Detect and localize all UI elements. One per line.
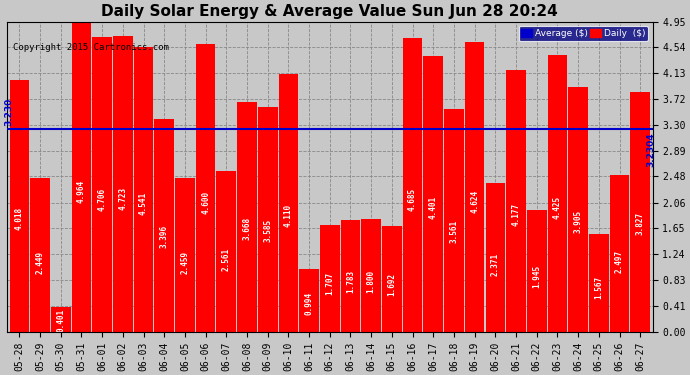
Text: 2.561: 2.561 <box>221 248 231 271</box>
Bar <box>155 119 174 332</box>
Text: 3.585: 3.585 <box>263 219 272 242</box>
Text: 4.541: 4.541 <box>139 192 148 215</box>
Bar <box>382 226 402 332</box>
Text: Copyright 2015 Cartronics.com: Copyright 2015 Cartronics.com <box>13 44 169 52</box>
Text: 3.396: 3.396 <box>159 225 169 248</box>
Legend: Average ($), Daily  ($): Average ($), Daily ($) <box>518 26 648 40</box>
Text: 4.177: 4.177 <box>511 202 520 226</box>
Bar <box>175 178 195 332</box>
Text: 2.497: 2.497 <box>615 250 624 273</box>
Text: 4.018: 4.018 <box>15 207 24 230</box>
Bar <box>569 87 588 332</box>
Text: 0.401: 0.401 <box>57 309 66 332</box>
Bar <box>362 219 381 332</box>
Text: 4.110: 4.110 <box>284 204 293 228</box>
Text: 4.624: 4.624 <box>470 190 479 213</box>
Bar <box>548 55 567 332</box>
Text: 3.561: 3.561 <box>449 220 458 243</box>
Text: 2.371: 2.371 <box>491 254 500 276</box>
Bar <box>465 42 484 332</box>
Bar <box>237 102 257 332</box>
Bar <box>217 171 236 332</box>
Text: 3.230: 3.230 <box>5 98 14 126</box>
Text: 2.449: 2.449 <box>36 251 45 274</box>
Bar <box>631 92 650 332</box>
Bar <box>403 38 422 332</box>
Text: 4.401: 4.401 <box>428 196 437 219</box>
Bar <box>486 183 505 332</box>
Text: 1.707: 1.707 <box>325 272 334 295</box>
Bar <box>134 47 153 332</box>
Text: 1.567: 1.567 <box>594 276 603 299</box>
Text: 4.425: 4.425 <box>553 195 562 219</box>
Title: Daily Solar Energy & Average Value Sun Jun 28 20:24: Daily Solar Energy & Average Value Sun J… <box>101 4 558 19</box>
Bar <box>92 37 112 332</box>
Text: 1.800: 1.800 <box>366 270 375 292</box>
Bar <box>51 307 70 332</box>
Bar <box>320 225 339 332</box>
Text: 4.723: 4.723 <box>119 187 128 210</box>
Text: 3.2304: 3.2304 <box>646 133 655 167</box>
Text: 4.964: 4.964 <box>77 180 86 203</box>
Text: 1.783: 1.783 <box>346 270 355 293</box>
Bar <box>506 70 526 332</box>
Bar <box>589 234 609 332</box>
Text: 3.827: 3.827 <box>635 212 644 236</box>
Text: 3.668: 3.668 <box>242 217 252 240</box>
Bar <box>279 74 298 332</box>
Bar <box>10 80 29 332</box>
Bar <box>299 270 319 332</box>
Bar <box>610 176 629 332</box>
Text: 2.459: 2.459 <box>180 251 190 274</box>
Text: 4.706: 4.706 <box>98 188 107 211</box>
Bar <box>30 178 50 332</box>
Bar <box>113 36 132 332</box>
Bar <box>444 109 464 332</box>
Text: 4.600: 4.600 <box>201 190 210 214</box>
Bar <box>527 210 546 332</box>
Bar <box>424 56 443 332</box>
Text: 4.685: 4.685 <box>408 188 417 211</box>
Text: 1.692: 1.692 <box>387 273 396 296</box>
Text: 1.945: 1.945 <box>532 266 541 288</box>
Bar <box>258 107 277 332</box>
Bar <box>341 220 360 332</box>
Text: 0.994: 0.994 <box>304 292 313 315</box>
Text: 3.905: 3.905 <box>573 210 582 233</box>
Bar <box>72 21 91 332</box>
Bar <box>196 44 215 332</box>
